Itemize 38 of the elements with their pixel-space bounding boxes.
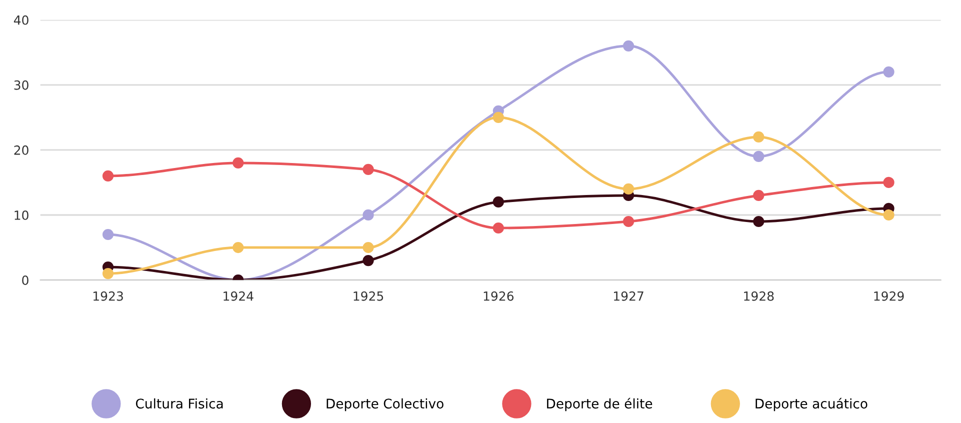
- x-tick-label: 1929: [874, 291, 904, 301]
- point: [753, 190, 764, 202]
- legend-label: Deporte de élite: [547, 398, 652, 412]
- point: [883, 66, 894, 78]
- point: [622, 216, 634, 228]
- point: [232, 242, 244, 254]
- point: [232, 157, 244, 169]
- point: [102, 170, 114, 182]
- x-tick-label: 1924: [224, 291, 254, 301]
- point: [102, 268, 114, 280]
- y-tick-label: 0: [22, 276, 28, 285]
- x-tick-label: 1926: [484, 291, 514, 301]
- y-tick-label: 10: [14, 210, 28, 220]
- point: [753, 150, 764, 162]
- legend-label: Deporte Colectivo: [326, 398, 444, 412]
- point: [362, 254, 374, 266]
- x-tick-label: 1927: [614, 291, 644, 301]
- point: [622, 183, 634, 195]
- y-tick-label: 30: [14, 80, 28, 90]
- point: [492, 222, 504, 234]
- point: [102, 228, 114, 240]
- point: [492, 112, 504, 123]
- y-tick-label: 20: [14, 145, 28, 155]
- point: [622, 40, 634, 52]
- point: [753, 216, 764, 228]
- point: [753, 131, 764, 142]
- point: [883, 209, 894, 221]
- x-tick-label: 1923: [93, 291, 123, 301]
- point: [362, 164, 374, 176]
- point: [362, 209, 374, 221]
- y-tick-label: 40: [14, 15, 28, 25]
- legend-label: Deporte acuático: [756, 398, 868, 412]
- legend-label: Cultura Fisica: [136, 398, 223, 409]
- point: [492, 196, 504, 208]
- point: [362, 242, 374, 254]
- point: [883, 176, 894, 188]
- x-tick-label: 1925: [354, 291, 384, 301]
- x-tick-label: 1928: [744, 291, 774, 301]
